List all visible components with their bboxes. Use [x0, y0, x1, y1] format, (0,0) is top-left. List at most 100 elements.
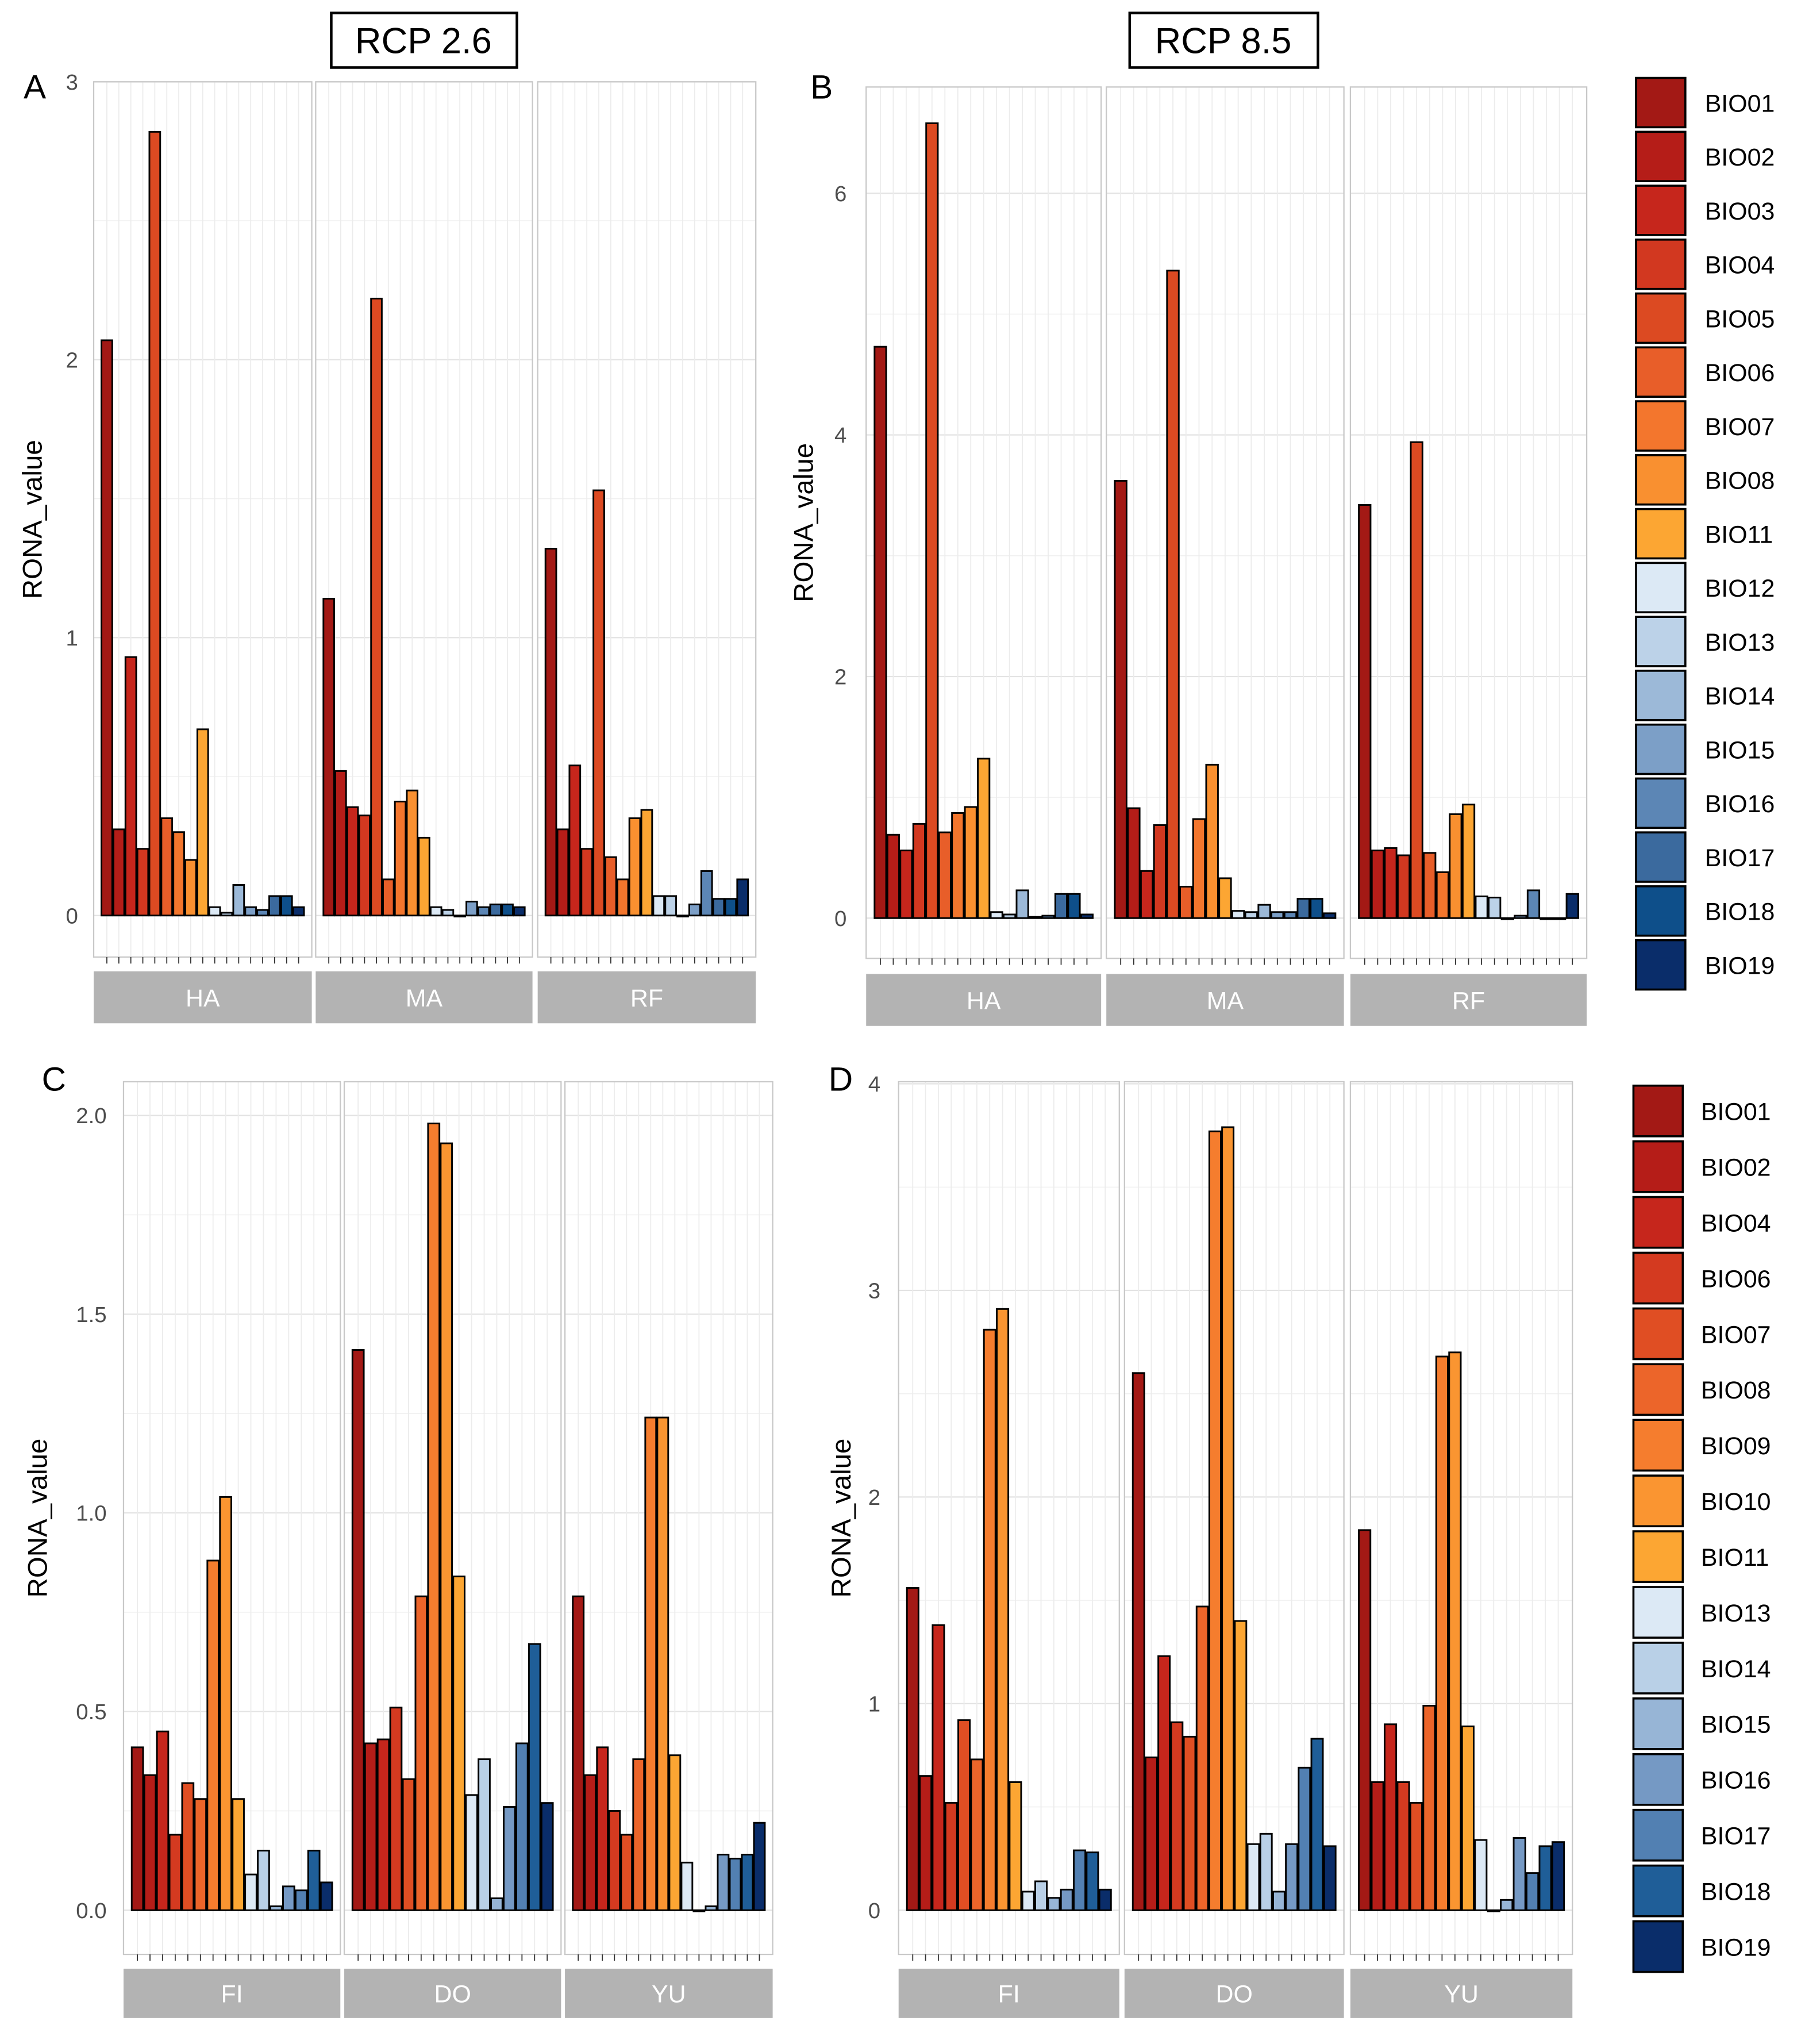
bar-ma-bio05: [1166, 270, 1180, 919]
facet-fi: FI: [122, 1081, 341, 2018]
legend-swatch: [1632, 1419, 1684, 1472]
legend-swatch: [1635, 76, 1687, 129]
legend-swatch: [1632, 1642, 1684, 1695]
bar-fi-bio18: [307, 1850, 321, 1911]
bar-do-bio13: [1246, 1843, 1260, 1911]
legend-item-bio08: BIO08: [1635, 454, 1775, 506]
legend-swatch: [1635, 454, 1687, 506]
bar-rf-bio06: [1423, 852, 1437, 919]
bar-do-bio16: [1285, 1843, 1299, 1911]
bar-fi-bio17: [294, 1889, 308, 1911]
bar-fi-bio06: [944, 1801, 958, 1911]
bar-ma-bio02: [1127, 807, 1141, 919]
facet-strip-label: FI: [221, 1981, 243, 2008]
legend-label: BIO02: [1705, 144, 1775, 171]
bar-fi-bio15: [1047, 1897, 1061, 1911]
bar-ha-bio15: [1028, 916, 1042, 919]
legend-label: BIO10: [1701, 1488, 1771, 1516]
bar-rf-bio13: [1488, 897, 1502, 919]
bar-rf-bio04: [580, 848, 594, 917]
bar-fi-bio04: [932, 1624, 945, 1911]
legend-item-bio13: BIO13: [1635, 616, 1775, 667]
bar-rf-bio08: [1449, 813, 1463, 919]
bar-fi-bio07: [181, 1782, 195, 1911]
bar-yu-bio04: [1383, 1723, 1398, 1911]
legend-label: BIO04: [1701, 1209, 1771, 1237]
bar-rf-bio19: [736, 878, 749, 917]
bar-ha-bio08: [964, 806, 977, 919]
legend-item-bio04: BIO04: [1635, 239, 1775, 290]
bar-yu-bio18: [741, 1854, 754, 1911]
facet-ha: HA: [865, 86, 1102, 1026]
bar-ma-bio12: [1231, 910, 1245, 919]
panel-letter: A: [24, 69, 47, 106]
legend-label: BIO05: [1705, 305, 1775, 333]
bar-ma-bio03: [1140, 870, 1154, 919]
legend-label: BIO18: [1705, 898, 1775, 926]
bar-yu-bio16: [1512, 1837, 1526, 1911]
bar-rf-bio02: [1371, 850, 1385, 919]
bar-ma-bio07: [394, 801, 407, 917]
bar-yu-bio13: [1474, 1839, 1488, 1911]
y-axis-label: RONA_value: [826, 1439, 857, 1598]
bar-yu-bio06: [608, 1810, 621, 1911]
panel-a: A RONA_value 0 1 2 3 HA MA RF: [18, 69, 757, 1024]
bar-fi-bio10: [219, 1496, 232, 1911]
bar-ha-bio11: [977, 758, 991, 919]
bar-rf-bio07: [616, 878, 629, 917]
facet-strip: [866, 974, 1102, 1026]
bar-rf-bio18: [1553, 917, 1567, 920]
bar-do-bio18: [528, 1643, 541, 1911]
legend-item-bio19: BIO19: [1635, 939, 1775, 991]
bar-do-bio09: [427, 1123, 441, 1911]
bar-do-bio02: [364, 1742, 378, 1911]
facet-strip: [344, 1968, 561, 2018]
bar-rf-bio19: [1565, 893, 1579, 919]
legend-label: BIO12: [1705, 575, 1775, 602]
legend-item-bio02: BIO02: [1632, 1140, 1771, 1193]
y-tick-label: 4: [834, 423, 846, 448]
bar-ma-bio08: [406, 789, 419, 917]
bar-do-bio08: [414, 1595, 428, 1911]
bar-do-bio14: [1259, 1832, 1273, 1911]
facet-strip: [1350, 974, 1587, 1026]
y-axis-label: RONA_value: [789, 443, 819, 602]
facet-strip: [1124, 1968, 1344, 2018]
bar-do-bio17: [1298, 1766, 1311, 1911]
legend-label: BIO17: [1705, 844, 1775, 872]
bar-ha-bio18: [1067, 893, 1081, 919]
bar-ma-bio16: [1283, 911, 1298, 919]
bar-yu-bio14: [1487, 1909, 1500, 1912]
legend-item-bio08: BIO08: [1632, 1363, 1771, 1416]
panel-letter: D: [829, 1061, 853, 1098]
bar-yu-bio13: [680, 1861, 694, 1911]
bar-ma-bio04: [1153, 824, 1167, 919]
legend-swatch: [1632, 1530, 1684, 1583]
legend-label: BIO09: [1701, 1432, 1771, 1460]
bar-rf-bio01: [544, 548, 557, 917]
legend-item-bio15: BIO15: [1635, 723, 1775, 775]
bar-ha-bio17: [1054, 893, 1068, 919]
facet-strip: [123, 1968, 341, 2018]
bar-yu-bio17: [729, 1857, 742, 1911]
bar-ha-bio14: [1015, 889, 1029, 919]
bar-fi-bio09: [206, 1559, 220, 1911]
legend-item-bio19: BIO19: [1632, 1920, 1771, 1973]
panel-d: D RONA_value 0 1 2 3 4 FI DO YU: [826, 1061, 1573, 2018]
bar-rf-bio03: [1384, 847, 1398, 919]
facet-strip: [1106, 974, 1344, 1026]
facet-strip: [898, 1968, 1119, 2018]
bar-ma-bio15: [1271, 911, 1284, 919]
legend-swatch: [1632, 1307, 1684, 1361]
legend-swatch: [1635, 723, 1687, 775]
bar-rf-bio02: [556, 828, 569, 917]
bar-ma-bio17: [489, 903, 502, 917]
bar-do-bio19: [1323, 1845, 1337, 1911]
legend-item-bio05: BIO05: [1635, 292, 1775, 344]
legend-label: BIO16: [1705, 790, 1775, 818]
bar-rf-bio16: [1526, 889, 1541, 919]
bar-rf-bio17: [1540, 917, 1553, 920]
bar-do-bio14: [478, 1758, 491, 1911]
bar-ma-bio18: [501, 903, 514, 917]
bar-ma-bio03: [346, 806, 359, 917]
